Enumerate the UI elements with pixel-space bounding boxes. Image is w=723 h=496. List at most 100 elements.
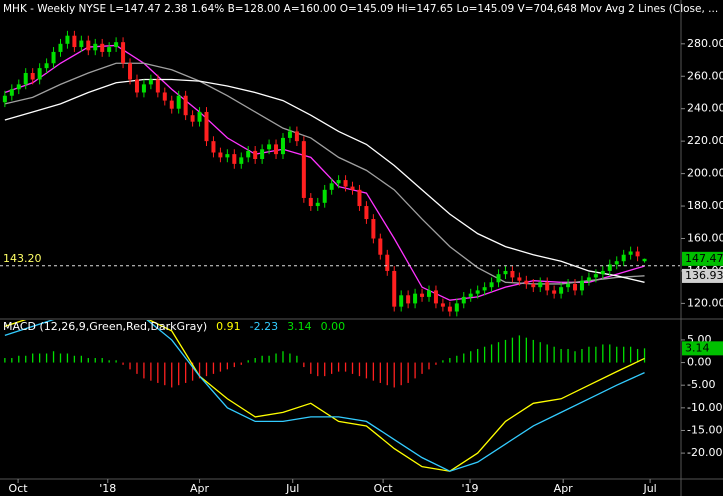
badge-label: 3.14 <box>685 341 710 354</box>
candle-body <box>246 150 251 158</box>
candle-body <box>239 157 244 164</box>
y-tick-label: 260.00 <box>687 69 723 82</box>
candle-body <box>426 290 431 297</box>
candle-body <box>573 283 578 291</box>
y-tick-label: 240.00 <box>687 102 723 115</box>
badge <box>682 251 723 266</box>
candle-body <box>552 290 557 294</box>
candle-body <box>79 40 84 48</box>
candle-body <box>274 144 279 155</box>
y-tick-label: 120.00 <box>687 296 723 309</box>
plot-area <box>0 30 680 317</box>
candle-body <box>16 84 21 90</box>
candle-body <box>503 270 508 275</box>
candle-body <box>468 293 473 297</box>
candle-body <box>538 282 543 288</box>
candle-body <box>148 79 153 85</box>
candle-body <box>253 150 258 159</box>
candle-body <box>204 111 209 142</box>
candle-body <box>197 111 202 122</box>
x-tick-label: Oct <box>9 482 29 495</box>
candle-body <box>100 43 105 52</box>
plot-area <box>4 320 646 472</box>
candle-body <box>23 73 28 85</box>
candle-body <box>211 141 216 153</box>
candle-body <box>329 183 334 190</box>
reference-label: 143.20 <box>3 252 42 265</box>
candle-body <box>301 141 306 198</box>
x-tick-label: Jul <box>285 482 299 495</box>
candle-body <box>107 47 112 52</box>
candle-body <box>496 274 501 283</box>
candle-body <box>322 189 327 203</box>
candle-body <box>128 63 133 80</box>
candle-body <box>218 152 223 158</box>
candle-body <box>461 296 466 304</box>
y-tick-label: 180.00 <box>687 199 723 212</box>
candle-body <box>545 282 550 291</box>
candle-body <box>559 287 564 294</box>
legend-entry: 0.91 <box>216 320 241 333</box>
candle-body <box>447 306 452 312</box>
candle-body <box>579 280 584 291</box>
candle-body <box>566 283 571 288</box>
candle-body <box>621 254 626 262</box>
x-tick-label: '18 <box>99 482 116 495</box>
candle-body <box>51 51 56 64</box>
candle-body <box>343 180 348 187</box>
candle-body <box>121 42 126 64</box>
y-tick-label: 200.00 <box>687 167 723 180</box>
candle-body <box>586 277 591 281</box>
candle-body <box>287 131 292 138</box>
candle-body <box>58 43 63 52</box>
candle-body <box>155 79 160 93</box>
candle-body <box>642 258 647 262</box>
candle-body <box>475 290 480 294</box>
candle-body <box>482 287 487 291</box>
y-tick-label: 220.00 <box>687 134 723 147</box>
candle-body <box>93 43 98 51</box>
legend-entry: 0.00 <box>321 320 346 333</box>
candle-body <box>489 282 494 288</box>
candle-body <box>392 270 397 307</box>
candle-body <box>267 144 272 150</box>
y-tick-label: 0.00 <box>687 356 712 369</box>
candle-body <box>357 189 362 207</box>
y-tick-label: 160.00 <box>687 232 723 245</box>
line <box>4 320 645 472</box>
badge <box>682 341 723 356</box>
candle-body <box>114 42 119 48</box>
candle-body <box>593 274 598 278</box>
candle-body <box>30 73 35 80</box>
candle-body <box>371 219 376 239</box>
y-tick-label: -15.00 <box>687 423 722 436</box>
candle-body <box>510 270 515 278</box>
line <box>4 78 645 283</box>
x-tick-label: Jul <box>642 482 656 495</box>
badge-label: 147.47 <box>685 252 723 265</box>
legend-entry: -2.23 <box>250 320 278 333</box>
candle-body <box>364 206 369 220</box>
candle-body <box>440 303 445 307</box>
candle-body <box>86 40 91 51</box>
badge <box>682 268 723 283</box>
candle-body <box>37 68 42 80</box>
candle-body <box>399 295 404 307</box>
y-tick-label: -10.00 <box>687 401 722 414</box>
candle-body <box>44 63 49 69</box>
candle-body <box>454 303 459 312</box>
candle-body <box>315 202 320 207</box>
candle-body <box>169 100 174 109</box>
candle-body <box>420 293 425 297</box>
candle-body <box>225 154 230 158</box>
badge-label: 136.93 <box>685 269 723 282</box>
candle-body <box>183 95 188 116</box>
line <box>4 44 645 301</box>
candle-body <box>531 283 536 288</box>
candle-body <box>232 154 237 164</box>
candle-body <box>190 115 195 122</box>
y-tick-label: 280.00 <box>687 37 723 50</box>
legend-entry: 3.14 <box>287 320 312 333</box>
candle-body <box>162 92 167 101</box>
